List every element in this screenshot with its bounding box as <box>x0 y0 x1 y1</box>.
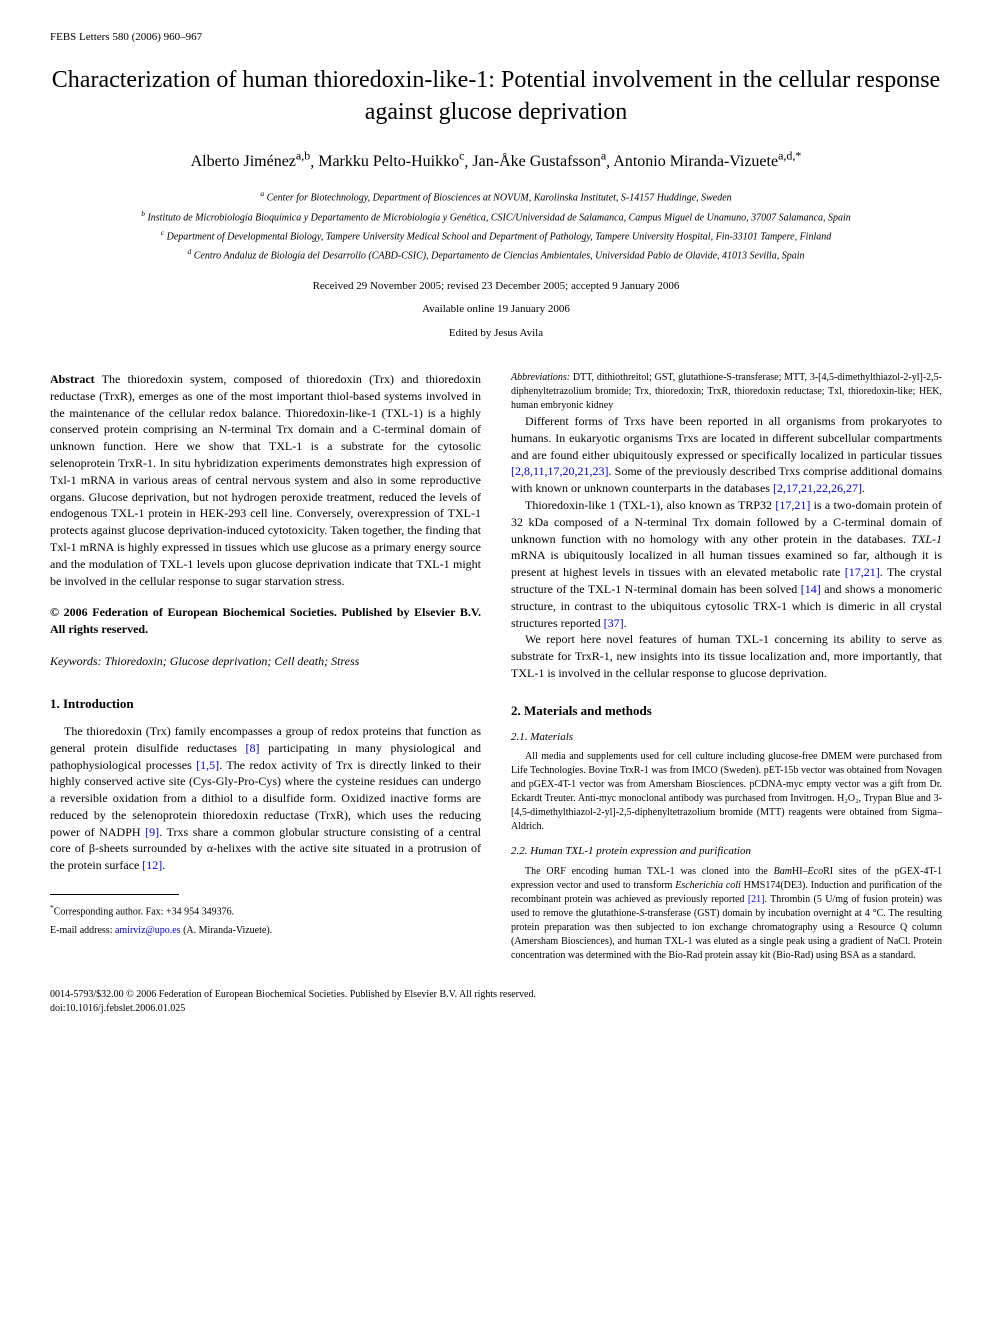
keywords-block: Keywords: Thioredoxin; Glucose deprivati… <box>50 653 481 670</box>
article-dates: Received 29 November 2005; revised 23 De… <box>50 279 942 294</box>
ref-link[interactable]: [37] <box>604 616 624 630</box>
expression-paragraph: The ORF encoding human TXL-1 was cloned … <box>511 865 942 963</box>
abbreviations-block: Abbreviations: DTT, dithiothreitol; GST,… <box>511 371 942 413</box>
author: Jan-Åke Gustafssona <box>472 153 606 170</box>
author: Alberto Jiméneza,b <box>191 153 311 170</box>
affiliation: d Centro Andaluz de Biología del Desarro… <box>50 246 942 263</box>
available-online-date: Available online 19 January 2006 <box>50 302 942 317</box>
affiliation: c Department of Developmental Biology, T… <box>50 227 942 244</box>
keywords-text: Thioredoxin; Glucose deprivation; Cell d… <box>105 654 360 668</box>
intro-paragraph: We report here novel features of human T… <box>511 631 942 681</box>
ref-link[interactable]: [17,21] <box>845 565 880 579</box>
ref-link[interactable]: [14] <box>801 582 821 596</box>
intro-paragraph: Thioredoxin-like 1 (TXL-1), also known a… <box>511 497 942 631</box>
ref-link[interactable]: [12] <box>142 858 162 872</box>
corresponding-author-note: *Corresponding author. Fax: +34 954 3493… <box>50 903 481 919</box>
ref-link[interactable]: [2,17,21,22,26,27] <box>773 481 862 495</box>
email-link[interactable]: amirviz@upo.es <box>115 925 181 936</box>
affiliation: b Instituto de Microbiología Bioquímica … <box>50 208 942 225</box>
section-heading-methods: 2. Materials and methods <box>511 702 942 720</box>
abstract-label: Abstract <box>50 372 95 386</box>
ref-link[interactable]: [8] <box>246 741 260 755</box>
ref-link[interactable]: [1,5] <box>196 758 219 772</box>
email-author: (A. Miranda-Vizuete). <box>183 925 272 936</box>
footer-copyright: 0014-5793/$32.00 © 2006 Federation of Eu… <box>50 988 942 1002</box>
abstract-copyright: © 2006 Federation of European Biochemica… <box>50 604 481 638</box>
ref-link[interactable]: [17,21] <box>775 498 810 512</box>
author: Antonio Miranda-Vizuetea,d,* <box>613 153 801 170</box>
abbreviations-text: DTT, dithiothreitol; GST, glutathione-S-… <box>511 372 942 411</box>
section-heading-introduction: 1. Introduction <box>50 695 481 713</box>
ref-link[interactable]: [2,8,11,17,20,21,23] <box>511 464 609 478</box>
email-label: E-mail address: <box>50 925 112 936</box>
abstract-text: The thioredoxin system, composed of thio… <box>50 372 481 588</box>
doi-line: doi:10.1016/j.febslet.2006.01.025 <box>50 1002 942 1016</box>
author-list: Alberto Jiméneza,b, Markku Pelto-Huikkoc… <box>50 148 942 174</box>
article-title: Characterization of human thioredoxin-li… <box>50 65 942 127</box>
ref-link[interactable]: [9] <box>145 825 159 839</box>
keywords-label: Keywords: <box>50 654 102 668</box>
ref-link[interactable]: [21] <box>748 894 765 905</box>
intro-paragraph: Different forms of Trxs have been report… <box>511 413 942 497</box>
email-line: E-mail address: amirviz@upo.es (A. Miran… <box>50 924 481 938</box>
subsection-heading-expression: 2.2. Human TXL-1 protein expression and … <box>511 844 942 859</box>
footnote-divider <box>50 894 179 895</box>
affiliations-block: a Center for Biotechnology, Department o… <box>50 188 942 263</box>
materials-paragraph: All media and supplements used for cell … <box>511 750 942 834</box>
subsection-heading-materials: 2.1. Materials <box>511 730 942 745</box>
abbreviations-label: Abbreviations: <box>511 372 570 383</box>
edited-by: Edited by Jesus Avila <box>50 326 942 341</box>
intro-paragraph: The thioredoxin (Trx) family encompasses… <box>50 723 481 874</box>
author: Markku Pelto-Huikkoc <box>318 153 464 170</box>
affiliation: a Center for Biotechnology, Department o… <box>50 188 942 205</box>
journal-header: FEBS Letters 580 (2006) 960–967 <box>50 30 942 45</box>
abstract-block: Abstract The thioredoxin system, compose… <box>50 371 481 589</box>
